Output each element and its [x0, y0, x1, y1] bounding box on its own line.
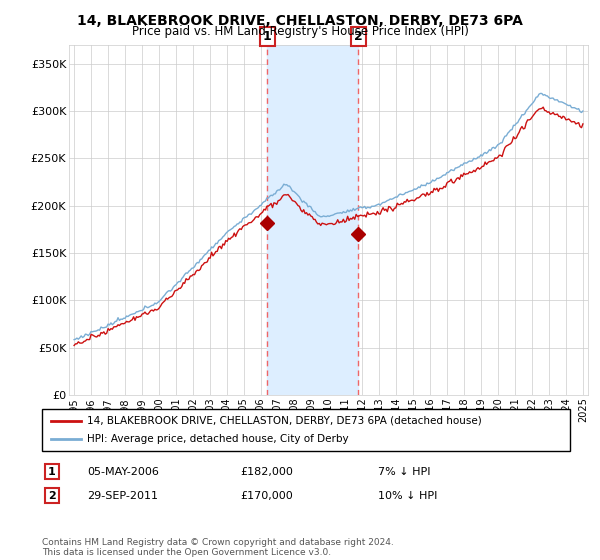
- Text: 1: 1: [263, 30, 271, 43]
- Text: 14, BLAKEBROOK DRIVE, CHELLASTON, DERBY, DE73 6PA: 14, BLAKEBROOK DRIVE, CHELLASTON, DERBY,…: [77, 14, 523, 28]
- Text: 14, BLAKEBROOK DRIVE, CHELLASTON, DERBY, DE73 6PA (detached house): 14, BLAKEBROOK DRIVE, CHELLASTON, DERBY,…: [87, 416, 482, 426]
- Text: Contains HM Land Registry data © Crown copyright and database right 2024.
This d: Contains HM Land Registry data © Crown c…: [42, 538, 394, 557]
- Text: 2: 2: [48, 491, 56, 501]
- Text: £170,000: £170,000: [240, 491, 293, 501]
- Text: 29-SEP-2011: 29-SEP-2011: [87, 491, 158, 501]
- Bar: [267, 45, 358, 395]
- Text: 2: 2: [354, 30, 362, 43]
- Text: Price paid vs. HM Land Registry's House Price Index (HPI): Price paid vs. HM Land Registry's House …: [131, 25, 469, 38]
- Text: 10% ↓ HPI: 10% ↓ HPI: [378, 491, 437, 501]
- Text: 1: 1: [48, 466, 56, 477]
- Text: 7% ↓ HPI: 7% ↓ HPI: [378, 466, 431, 477]
- Text: £182,000: £182,000: [240, 466, 293, 477]
- Text: 05-MAY-2006: 05-MAY-2006: [87, 466, 159, 477]
- Text: HPI: Average price, detached house, City of Derby: HPI: Average price, detached house, City…: [87, 434, 349, 444]
